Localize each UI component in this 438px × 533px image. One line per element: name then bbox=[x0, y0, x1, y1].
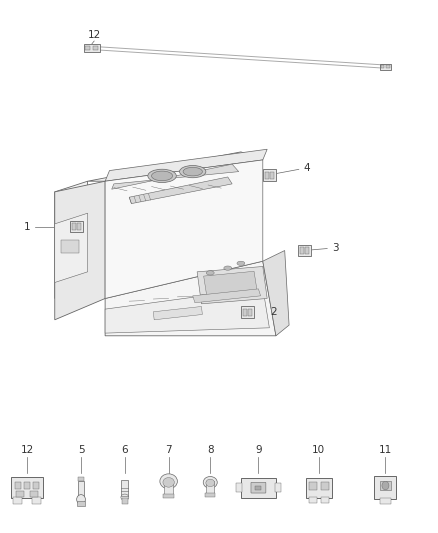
Bar bbox=[380, 481, 391, 490]
Bar bbox=[206, 481, 214, 494]
Text: 6: 6 bbox=[121, 446, 128, 455]
Text: 1: 1 bbox=[24, 222, 31, 231]
Bar bbox=[13, 497, 22, 504]
Bar bbox=[275, 483, 281, 492]
Bar bbox=[24, 482, 30, 489]
Bar bbox=[321, 482, 329, 490]
Polygon shape bbox=[55, 213, 88, 282]
Polygon shape bbox=[55, 181, 88, 298]
Ellipse shape bbox=[77, 495, 85, 504]
Text: 4: 4 bbox=[303, 163, 310, 173]
Bar bbox=[381, 65, 384, 68]
Bar bbox=[32, 497, 41, 504]
Ellipse shape bbox=[206, 479, 215, 487]
Bar bbox=[78, 481, 84, 498]
FancyBboxPatch shape bbox=[306, 478, 332, 498]
Text: 9: 9 bbox=[255, 446, 262, 455]
Polygon shape bbox=[105, 149, 267, 181]
Bar bbox=[164, 481, 173, 496]
FancyBboxPatch shape bbox=[298, 245, 311, 256]
FancyBboxPatch shape bbox=[11, 477, 43, 498]
Bar bbox=[386, 65, 390, 68]
FancyBboxPatch shape bbox=[251, 482, 266, 493]
Ellipse shape bbox=[206, 271, 214, 275]
Bar bbox=[122, 498, 128, 504]
Bar bbox=[255, 486, 261, 490]
Ellipse shape bbox=[180, 165, 206, 178]
Polygon shape bbox=[197, 266, 267, 304]
FancyBboxPatch shape bbox=[70, 221, 83, 232]
Bar bbox=[61, 240, 79, 253]
Polygon shape bbox=[105, 288, 269, 333]
Bar bbox=[309, 497, 317, 503]
Ellipse shape bbox=[183, 167, 202, 176]
Bar bbox=[305, 247, 309, 254]
Polygon shape bbox=[263, 251, 289, 336]
Polygon shape bbox=[112, 164, 239, 189]
Ellipse shape bbox=[163, 478, 174, 487]
Bar bbox=[77, 223, 81, 230]
Bar bbox=[16, 491, 24, 497]
Polygon shape bbox=[129, 177, 232, 204]
Text: 3: 3 bbox=[332, 243, 339, 253]
FancyBboxPatch shape bbox=[380, 63, 391, 69]
Polygon shape bbox=[105, 160, 263, 298]
Text: 12: 12 bbox=[88, 30, 101, 39]
Bar bbox=[30, 491, 38, 497]
Ellipse shape bbox=[152, 171, 173, 181]
Bar bbox=[265, 172, 269, 179]
Bar bbox=[236, 483, 242, 492]
Ellipse shape bbox=[224, 266, 232, 270]
Polygon shape bbox=[193, 289, 261, 303]
Bar bbox=[205, 493, 215, 497]
FancyBboxPatch shape bbox=[263, 169, 276, 181]
Ellipse shape bbox=[148, 169, 176, 182]
Polygon shape bbox=[88, 152, 263, 181]
Text: 8: 8 bbox=[207, 446, 214, 455]
FancyBboxPatch shape bbox=[241, 306, 254, 318]
Polygon shape bbox=[55, 181, 105, 320]
Bar bbox=[121, 480, 128, 496]
Text: 11: 11 bbox=[379, 446, 392, 455]
Text: 2: 2 bbox=[270, 307, 277, 317]
Bar bbox=[309, 482, 317, 490]
FancyBboxPatch shape bbox=[241, 478, 276, 498]
Bar bbox=[163, 494, 174, 498]
Text: 10: 10 bbox=[312, 446, 325, 455]
Text: 12: 12 bbox=[21, 446, 34, 455]
Bar bbox=[15, 482, 21, 489]
FancyBboxPatch shape bbox=[84, 44, 100, 52]
Bar bbox=[380, 498, 391, 504]
Bar bbox=[85, 45, 90, 50]
Bar bbox=[321, 497, 329, 503]
Bar bbox=[243, 309, 247, 316]
Ellipse shape bbox=[237, 261, 245, 265]
Bar bbox=[93, 45, 98, 50]
Bar bbox=[72, 223, 76, 230]
Text: 7: 7 bbox=[165, 446, 172, 455]
Bar bbox=[33, 482, 39, 489]
Ellipse shape bbox=[121, 494, 129, 500]
Bar bbox=[78, 477, 84, 481]
Polygon shape bbox=[153, 306, 202, 320]
Ellipse shape bbox=[203, 477, 217, 488]
Text: 5: 5 bbox=[78, 446, 85, 455]
Bar bbox=[77, 501, 85, 506]
Bar bbox=[300, 247, 304, 254]
Polygon shape bbox=[204, 271, 257, 296]
Bar bbox=[270, 172, 274, 179]
FancyBboxPatch shape bbox=[374, 476, 396, 499]
Bar bbox=[248, 309, 252, 316]
Polygon shape bbox=[105, 261, 276, 336]
Ellipse shape bbox=[160, 474, 177, 489]
Circle shape bbox=[382, 481, 389, 490]
